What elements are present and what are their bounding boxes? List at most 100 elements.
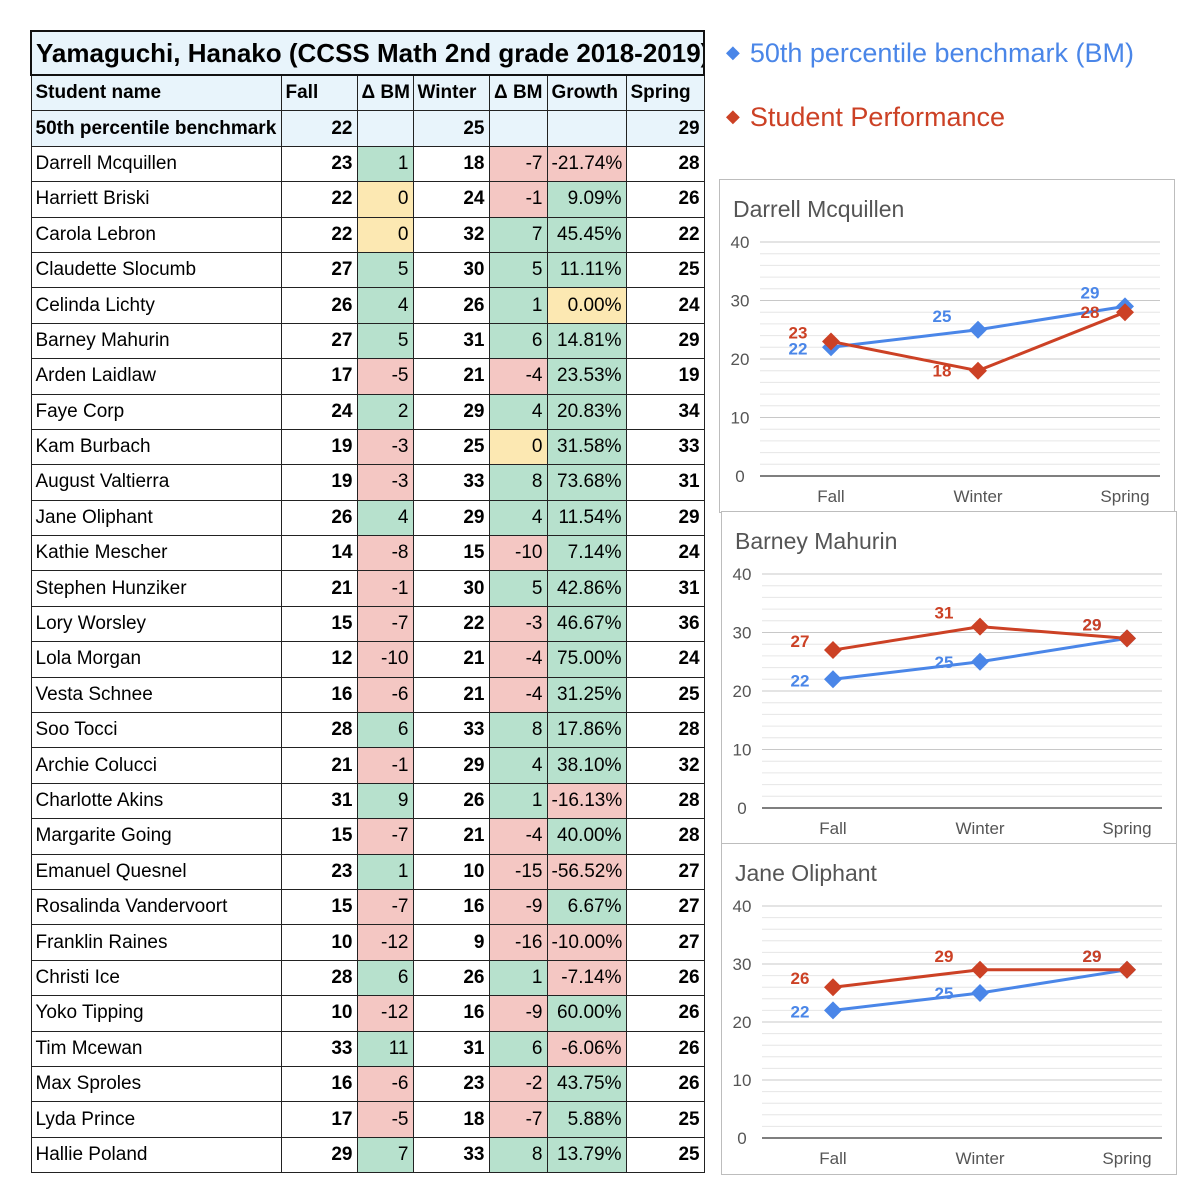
winter-score[interactable]: 25 [412, 428, 490, 466]
student-point[interactable] [971, 960, 989, 979]
fall-score[interactable]: 31 [280, 782, 358, 820]
winter-score[interactable]: 23 [412, 1065, 490, 1103]
winter-score[interactable]: 21 [412, 641, 490, 678]
delta-bm-winter[interactable]: -9 [488, 995, 548, 1032]
spring-score[interactable]: 36 [625, 605, 705, 643]
delta-bm-winter[interactable]: -16 [488, 924, 548, 961]
winter-score[interactable]: 30 [412, 570, 490, 607]
delta-bm-winter[interactable]: -7 [488, 1101, 548, 1138]
winter-score[interactable]: 21 [412, 358, 490, 395]
delta-bm-winter[interactable]: 5 [488, 570, 548, 607]
student-name[interactable]: Vesta Schnee [30, 676, 282, 714]
spring-score[interactable]: 33 [625, 428, 705, 466]
student-name[interactable]: Harriett Briski [30, 181, 282, 218]
winter-score[interactable]: 30 [412, 251, 490, 289]
fall-score[interactable]: 16 [280, 1065, 358, 1103]
fall-score[interactable]: 23 [280, 145, 358, 183]
winter-score[interactable]: 16 [412, 995, 490, 1032]
delta-bm-fall[interactable]: -6 [356, 676, 414, 714]
growth-percent[interactable]: 13.79% [546, 1136, 627, 1174]
spring-score[interactable]: 24 [625, 641, 705, 678]
student-name[interactable]: Max Sproles [30, 1065, 282, 1103]
sheet-title[interactable]: Yamaguchi, Hanako (CCSS Math 2nd grade 2… [29, 30, 706, 76]
winter-score[interactable]: 18 [412, 1101, 490, 1138]
fall-score[interactable]: 27 [280, 251, 358, 289]
spring-score[interactable]: 19 [625, 358, 705, 395]
growth-percent[interactable]: 11.11% [546, 251, 627, 289]
growth-percent[interactable]: 5.88% [546, 1101, 627, 1138]
spring-score[interactable]: 27 [625, 888, 705, 926]
spring-score[interactable]: 24 [625, 535, 705, 572]
delta-bm-fall[interactable]: 9 [356, 782, 414, 820]
delta-bm-fall[interactable]: -1 [356, 570, 414, 607]
student-point[interactable] [1118, 629, 1136, 648]
spring-score[interactable]: 31 [625, 464, 705, 501]
fall-score[interactable]: 28 [280, 959, 358, 997]
fall-score[interactable]: 27 [280, 322, 358, 360]
growth-percent[interactable]: 43.75% [546, 1065, 627, 1103]
delta-bm-winter[interactable]: -15 [488, 853, 548, 890]
growth-percent[interactable]: 60.00% [546, 995, 627, 1032]
spring-score[interactable]: 22 [625, 216, 705, 253]
spring-score[interactable]: 31 [625, 570, 705, 607]
fall-score[interactable]: 24 [280, 393, 358, 430]
benchmark-winter[interactable]: 25 [412, 110, 490, 147]
winter-score[interactable]: 33 [412, 1136, 490, 1174]
student-name[interactable]: Yoko Tipping [30, 995, 282, 1032]
growth-percent[interactable]: 6.67% [546, 888, 627, 926]
fall-score[interactable]: 33 [280, 1030, 358, 1067]
winter-score[interactable]: 33 [412, 712, 490, 749]
benchmark-name[interactable]: 50th percentile benchmark [30, 110, 282, 147]
delta-bm-winter[interactable]: 1 [488, 287, 548, 324]
winter-score[interactable]: 21 [412, 818, 490, 855]
growth-percent[interactable]: -56.52% [546, 853, 627, 890]
fall-score[interactable]: 17 [280, 358, 358, 395]
student-name[interactable]: Carola Lebron [30, 216, 282, 253]
spring-score[interactable]: 25 [625, 1136, 705, 1174]
winter-score[interactable]: 16 [412, 888, 490, 926]
student-point[interactable] [822, 332, 840, 351]
benchmark-point[interactable] [969, 320, 987, 339]
delta-bm-winter[interactable]: -7 [488, 145, 548, 183]
fall-score[interactable]: 26 [280, 499, 358, 537]
spring-score[interactable]: 26 [625, 959, 705, 997]
spring-score[interactable]: 28 [625, 782, 705, 820]
winter-score[interactable]: 9 [412, 924, 490, 961]
header-growth[interactable]: Growth [546, 74, 627, 112]
fall-score[interactable]: 16 [280, 676, 358, 714]
delta-bm-fall[interactable]: 4 [356, 287, 414, 324]
winter-score[interactable]: 21 [412, 676, 490, 714]
winter-score[interactable]: 32 [412, 216, 490, 253]
student-point[interactable] [824, 641, 842, 660]
growth-percent[interactable]: -7.14% [546, 959, 627, 997]
growth-percent[interactable]: 0.00% [546, 287, 627, 324]
spring-score[interactable]: 26 [625, 1065, 705, 1103]
growth-percent[interactable]: 38.10% [546, 747, 627, 784]
delta-bm-fall[interactable]: -12 [356, 995, 414, 1032]
spring-score[interactable]: 32 [625, 747, 705, 784]
spring-score[interactable]: 26 [625, 995, 705, 1032]
delta-bm-winter[interactable]: 1 [488, 959, 548, 997]
delta-bm-fall[interactable]: -7 [356, 888, 414, 926]
delta-bm-fall[interactable]: -7 [356, 818, 414, 855]
growth-percent[interactable]: -10.00% [546, 924, 627, 961]
benchmark-point[interactable] [824, 670, 842, 689]
fall-score[interactable]: 26 [280, 287, 358, 324]
student-name[interactable]: Arden Laidlaw [30, 358, 282, 395]
student-name[interactable]: Faye Corp [30, 393, 282, 430]
growth-percent[interactable]: 75.00% [546, 641, 627, 678]
student-point[interactable] [1116, 303, 1134, 322]
spring-score[interactable]: 24 [625, 287, 705, 324]
delta-bm-winter[interactable]: 6 [488, 322, 548, 360]
student-name[interactable]: Rosalinda Vandervoort [30, 888, 282, 926]
chart-darrell-mcquillen[interactable]: Darrell Mcquillen 0 10 20 30 40 Fall Winter Spri… [719, 179, 1175, 513]
winter-score[interactable]: 26 [412, 782, 490, 820]
winter-score[interactable]: 29 [412, 499, 490, 537]
delta-bm-fall[interactable]: 1 [356, 853, 414, 890]
student-name[interactable]: Franklin Raines [30, 924, 282, 961]
delta-bm-fall[interactable]: 7 [356, 1136, 414, 1174]
winter-score[interactable]: 18 [412, 145, 490, 183]
delta-bm-winter[interactable]: 0 [488, 428, 548, 466]
delta-bm-winter[interactable]: 4 [488, 747, 548, 784]
growth-percent[interactable]: 45.45% [546, 216, 627, 253]
